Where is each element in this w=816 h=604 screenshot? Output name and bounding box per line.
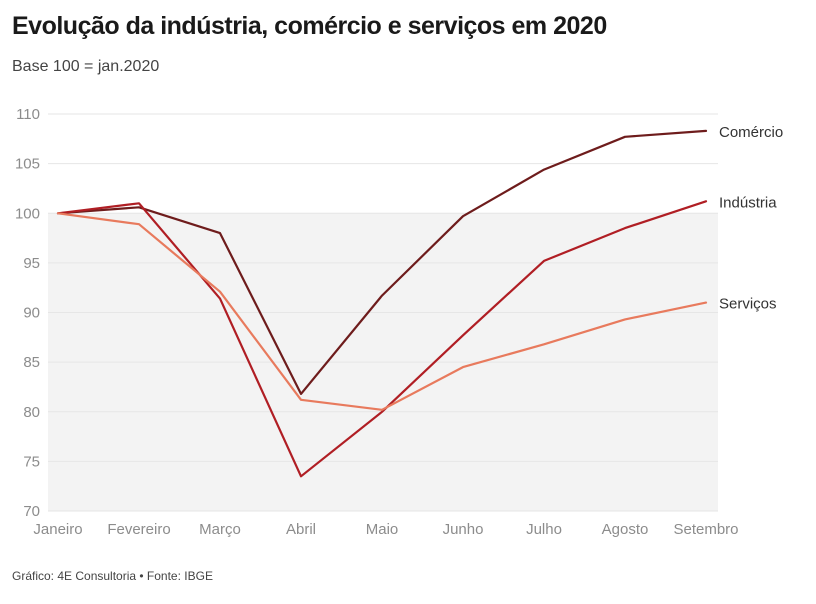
series-lines (56, 129, 708, 478)
y-tick-label-90: 90 (23, 305, 40, 322)
x-tick-label-fevereiro: Fevereiro (107, 521, 170, 538)
x-axis-ticks: Janeiro Fevereiro Março Abril Maio Junho Julho… (33, 521, 738, 538)
x-tick-label-junho: Junho (443, 521, 484, 538)
y-tick-label-105: 105 (15, 156, 40, 173)
series-line-servicos (56, 212, 708, 411)
series-label-servicos: Serviços (719, 296, 777, 313)
x-tick-label-agosto: Agosto (602, 521, 649, 538)
x-tick-label-janeiro: Janeiro (33, 521, 82, 538)
series-line-comercio (56, 129, 708, 395)
series-labels: Comércio Indústria Serviços (719, 124, 783, 313)
x-tick-label-setembro: Setembro (673, 521, 738, 538)
series-line-industria (56, 200, 708, 478)
x-tick-label-abril: Abril (286, 521, 316, 538)
x-tick-label-julho: Julho (526, 521, 562, 538)
x-tick-label-março: Março (199, 521, 241, 538)
chart-title: Evolução da indústria, comércio e serviç… (12, 12, 607, 40)
y-tick-label-100: 100 (15, 205, 40, 222)
y-tick-label-70: 70 (23, 503, 40, 520)
series-label-comercio: Comércio (719, 124, 783, 141)
y-tick-label-85: 85 (23, 354, 40, 371)
y-tick-label-95: 95 (23, 255, 40, 272)
y-tick-label-110: 110 (16, 106, 40, 123)
y-axis-ticks: 70 75 80 85 90 95 100 105 110 (15, 106, 40, 520)
y-tick-label-75: 75 (23, 453, 40, 470)
x-tick-label-maio: Maio (366, 521, 399, 538)
source-note: Gráfico: 4E Consultoria • Fonte: IBGE (12, 569, 213, 583)
chart-subtitle: Base 100 = jan.2020 (12, 58, 160, 75)
series-label-industria: Indústria (719, 194, 777, 211)
y-tick-label-80: 80 (23, 404, 40, 421)
